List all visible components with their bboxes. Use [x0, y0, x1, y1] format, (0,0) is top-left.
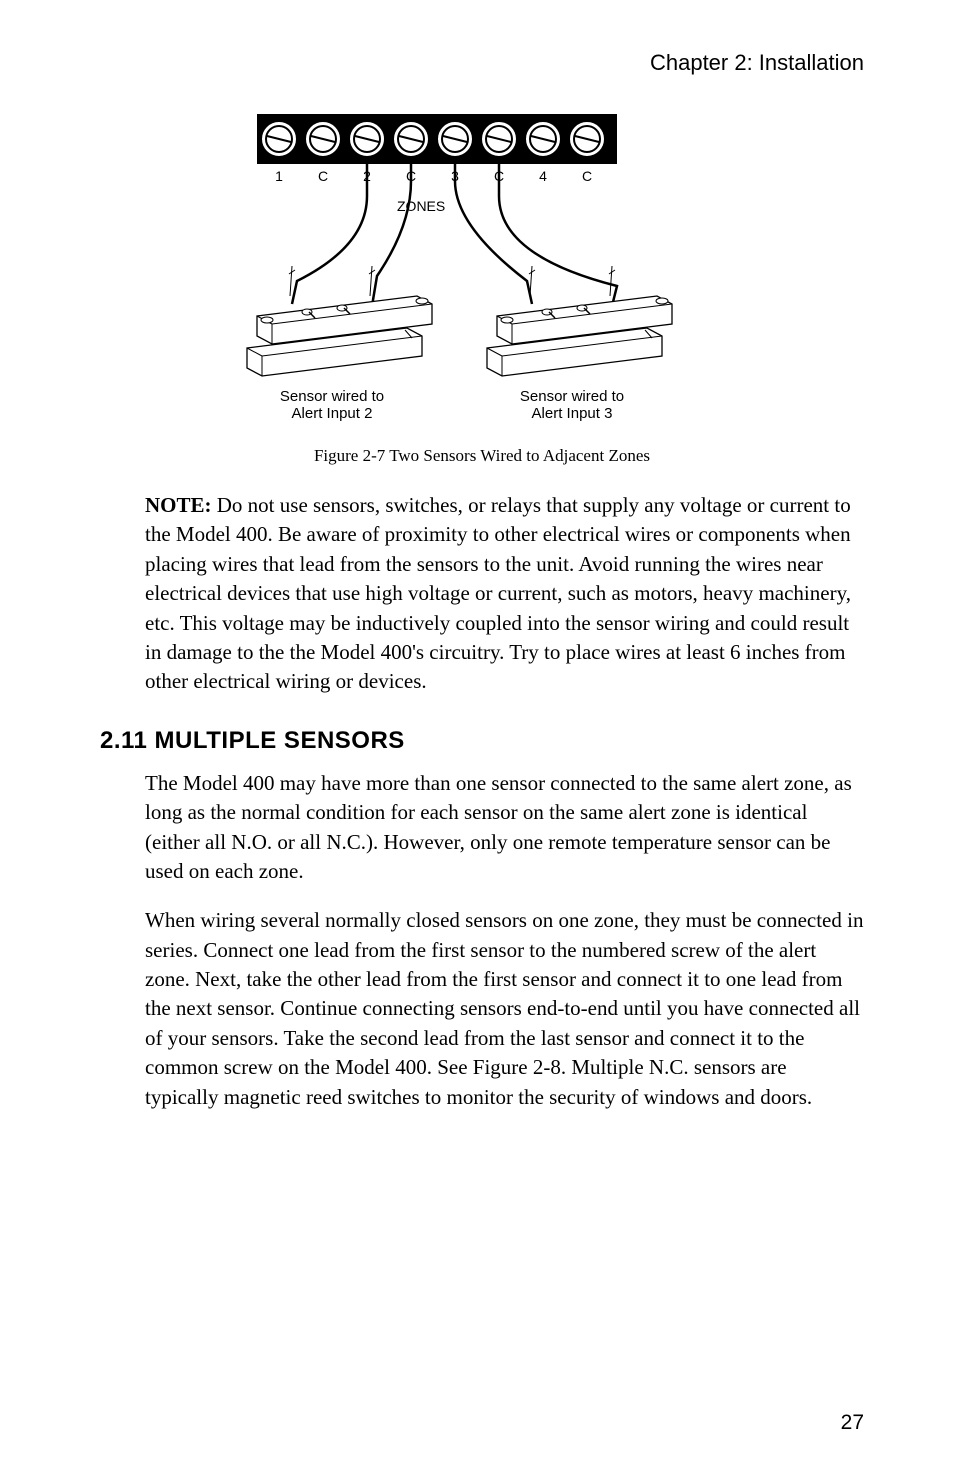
svg-text:Sensor wired to: Sensor wired to: [280, 388, 384, 405]
note-label: NOTE:: [145, 493, 212, 517]
body-para-1: The Model 400 may have more than one sen…: [145, 769, 864, 887]
svg-text:Sensor wired to: Sensor wired to: [520, 388, 624, 405]
svg-text:Alert Input 3: Alert Input 3: [532, 405, 613, 422]
svg-text:4: 4: [539, 168, 547, 184]
page-number: 27: [841, 1411, 864, 1435]
wiring-diagram: 1C2C3C4C ZONES: [217, 106, 747, 426]
page-header: Chapter 2: Installation: [100, 50, 864, 76]
svg-text:1: 1: [275, 168, 283, 184]
note-paragraph: NOTE: Do not use sensors, switches, or r…: [145, 491, 864, 697]
section-heading: 2.11 MULTIPLE SENSORS: [100, 727, 864, 755]
svg-text:C: C: [582, 168, 592, 184]
note-text: Do not use sensors, switches, or relays …: [145, 493, 851, 693]
figure-caption: Figure 2-7 Two Sensors Wired to Adjacent…: [100, 446, 864, 466]
svg-text:ZONES: ZONES: [397, 198, 445, 214]
svg-text:Alert Input 2: Alert Input 2: [292, 405, 373, 422]
body-para-2: When wiring several normally closed sens…: [145, 906, 864, 1112]
svg-text:C: C: [318, 168, 328, 184]
